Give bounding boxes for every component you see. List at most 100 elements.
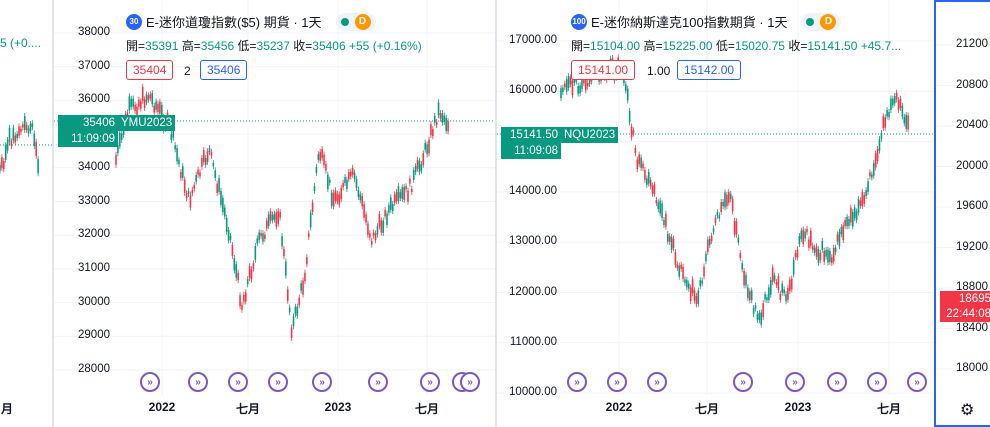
dow-candle	[367, 220, 369, 238]
left-partial-chart-canvas[interactable]	[0, 0, 52, 427]
nasdaq-candle	[640, 154, 642, 171]
dow-y-tick: 36000	[78, 93, 110, 106]
chart-pane-dow[interactable]: 30 E-迷你道瓊指數($5) 期貨 · 1天 D 開=35391 高=3545…	[54, 0, 495, 427]
nasdaq-candle	[762, 300, 764, 321]
dow-candle	[292, 313, 295, 330]
left-candle	[25, 121, 28, 134]
dow-candle	[222, 194, 224, 216]
dow-ohlc-legend: 開=35391 高=35456 低=35237 收=35406 +55 (+0.…	[126, 39, 422, 53]
dow-quantity[interactable]: 2	[184, 64, 191, 78]
fast-forward-icon[interactable]: »	[907, 372, 927, 392]
dow-candle	[340, 184, 343, 203]
dow-candle	[361, 193, 364, 210]
gear-icon[interactable]: ⚙	[960, 402, 975, 419]
nasdaq-candle	[729, 190, 732, 203]
dow-x-tick-jul-2023: 七月	[414, 402, 439, 416]
left-candle	[10, 138, 13, 150]
nasdaq-buy-button[interactable]: 15142.00	[677, 60, 742, 80]
nasdaq-candle	[903, 113, 906, 127]
dow-candle	[235, 261, 238, 281]
dow-candle	[265, 217, 268, 232]
dow-candle	[445, 114, 447, 134]
fast-forward-icon[interactable]: »	[460, 372, 480, 392]
right-y-tick: 20800	[956, 78, 988, 91]
fast-forward-icon[interactable]: »	[420, 372, 440, 392]
nasdaq-candle	[626, 85, 629, 104]
nasdaq-candle	[697, 287, 700, 307]
fast-forward-icon[interactable]: »	[228, 372, 248, 392]
fast-forward-icon[interactable]: »	[188, 372, 208, 392]
nasdaq-candle	[562, 84, 564, 96]
nasdaq-x-tick-2022: 2022	[605, 400, 633, 414]
dow-candle	[328, 176, 331, 186]
dow-candle	[159, 98, 161, 117]
dow-buy-button[interactable]: 35406	[200, 60, 248, 80]
dow-chart-title[interactable]: E-迷你道瓊指數($5) 期貨 · 1天	[146, 15, 322, 30]
left-partial-chart[interactable]: 5 (+0.... 月	[0, 0, 52, 427]
fast-forward-icon[interactable]: »	[647, 372, 667, 392]
dow-candle	[180, 169, 182, 182]
dow-candle	[414, 163, 417, 176]
dow-candle	[170, 131, 173, 144]
nasdaq-y-tick: 12000.00	[509, 285, 557, 298]
left-candle	[16, 130, 18, 142]
dow-candle	[355, 175, 358, 191]
nasdaq-candle	[890, 95, 892, 114]
fast-forward-icon[interactable]: »	[312, 372, 332, 392]
dow-symbol-badge[interactable]: 30	[126, 13, 142, 30]
dow-candle	[334, 187, 337, 204]
nasdaq-sell-button[interactable]: 15141.00	[571, 60, 636, 80]
nasdaq-candle	[781, 280, 784, 296]
dow-status-pill[interactable]: D	[335, 12, 376, 31]
dow-candle	[202, 147, 205, 166]
fast-forward-icon[interactable]: »	[567, 372, 587, 392]
nasdaq-candle	[726, 191, 728, 210]
nasdaq-candle	[687, 280, 690, 292]
dow-candle	[256, 235, 259, 247]
dow-candle	[286, 286, 289, 304]
left-partial-x-label: 月	[0, 402, 13, 416]
dow-candle	[288, 304, 291, 316]
right-countdown-tag: 22:44:08	[940, 306, 990, 322]
fast-forward-icon[interactable]: »	[607, 372, 627, 392]
left-candle	[22, 121, 24, 131]
dow-candle	[277, 208, 280, 227]
dow-candle	[430, 121, 432, 139]
fast-forward-icon[interactable]: »	[785, 372, 805, 392]
left-candle	[14, 132, 17, 146]
dow-sell-button[interactable]: 35404	[126, 60, 174, 80]
left-candle	[12, 124, 15, 144]
right-partial-chart-canvas[interactable]	[936, 2, 990, 425]
nasdaq-candle	[850, 204, 852, 226]
right-partial-chart[interactable]: 21200 20800 20400 20000 19600 19200 18800 18400…	[934, 0, 990, 427]
nasdaq-candle	[647, 168, 650, 187]
dow-candle	[403, 183, 405, 203]
fast-forward-icon[interactable]: »	[867, 372, 887, 392]
nasdaq-chart-title[interactable]: E-迷你納斯達克100指數期貨 · 1天	[591, 15, 788, 30]
fast-forward-icon[interactable]: »	[733, 372, 753, 392]
nasdaq-status-pill[interactable]: D	[801, 12, 842, 31]
fast-forward-icon[interactable]: »	[268, 372, 288, 392]
fast-forward-icon[interactable]: »	[368, 372, 388, 392]
fast-forward-icon[interactable]: »	[140, 372, 160, 392]
left-candle	[37, 156, 39, 177]
fast-forward-icon[interactable]: »	[827, 372, 847, 392]
nasdaq-candle	[806, 225, 808, 236]
chart-pane-nasdaq[interactable]: 100 E-迷你納斯達克100指數期貨 · 1天 D 開=15104.00 高=…	[497, 0, 933, 427]
nasdaq-candle	[844, 217, 846, 229]
nasdaq-candle	[897, 97, 900, 113]
nasdaq-quantity[interactable]: 1.00	[647, 64, 671, 78]
pane-divider[interactable]	[495, 0, 497, 427]
dow-candle	[176, 144, 178, 165]
left-candle	[1, 154, 3, 172]
dow-candle	[237, 269, 239, 284]
dow-candle	[225, 214, 228, 235]
nasdaq-symbol-badge[interactable]: 100	[571, 13, 587, 30]
dow-candle	[290, 324, 293, 341]
dow-last-price-tag: 35406	[58, 115, 118, 131]
pane-divider[interactable]	[52, 0, 54, 427]
nasdaq-candle	[754, 302, 757, 312]
dow-candle	[443, 112, 446, 126]
dow-chart-canvas[interactable]	[54, 0, 495, 427]
dow-candle	[264, 231, 266, 242]
